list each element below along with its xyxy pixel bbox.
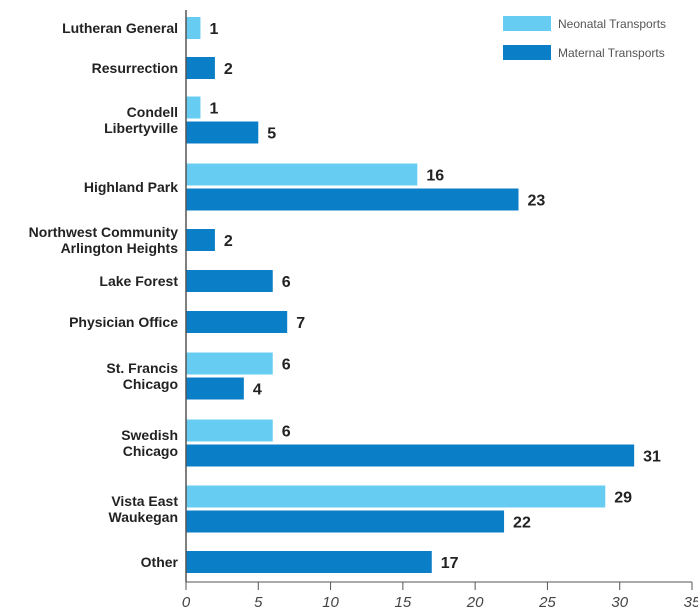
value-labels-group: 1 2 1 5 16 23 2 6 7 6 4 6 31 29 22 17	[209, 21, 661, 572]
category-label-5-0: Lake Forest	[99, 273, 178, 289]
x-tick-label-30: 30	[611, 594, 628, 610]
category-label-4-1: Arlington Heights	[61, 240, 179, 256]
category-label-4-0: Northwest Community	[29, 224, 179, 240]
value-label-maternal-6: 7	[296, 315, 305, 332]
value-label-neonatal-0: 1	[209, 21, 218, 38]
legend-label-neonatal: Neonatal Transports	[558, 17, 666, 31]
value-label-neonatal-7: 6	[282, 357, 291, 374]
category-label-8-1: Chicago	[123, 443, 178, 459]
x-tick-label-10: 10	[322, 594, 339, 610]
bar-maternal-7	[186, 377, 244, 400]
x-ticks-group: 0 5 10 15 20 25 30 35	[182, 582, 698, 610]
bar-neonatal-9	[186, 485, 606, 508]
bar-neonatal-2	[186, 96, 201, 119]
bar-maternal-6	[186, 311, 288, 333]
x-tick-label-0: 0	[182, 594, 191, 610]
category-labels-group: Lutheran General Resurrection CondellLiber…	[29, 20, 179, 570]
category-label-2-1: Libertyville	[104, 120, 178, 136]
x-tick-label-15: 15	[395, 594, 412, 610]
value-label-maternal-3: 23	[528, 193, 546, 210]
category-label-3-0: Highland Park	[84, 179, 178, 195]
value-label-maternal-2: 5	[267, 126, 276, 143]
value-label-maternal-7: 4	[253, 382, 262, 399]
value-label-neonatal-2: 1	[209, 101, 218, 118]
value-label-maternal-5: 6	[282, 274, 291, 291]
category-label-7-1: Chicago	[123, 376, 178, 392]
x-tick-label-20: 20	[466, 594, 484, 610]
bar-maternal-8	[186, 444, 635, 467]
value-label-neonatal-3: 16	[426, 168, 444, 185]
bar-maternal-3	[186, 188, 519, 211]
bar-maternal-9	[186, 510, 505, 533]
value-label-maternal-1: 2	[224, 61, 233, 78]
value-label-maternal-8: 31	[643, 449, 661, 466]
category-label-6-0: Physician Office	[69, 314, 178, 330]
category-label-7-0: St. Francis	[106, 360, 178, 376]
value-label-neonatal-8: 6	[282, 424, 291, 441]
legend-swatch-maternal	[503, 45, 551, 60]
category-label-1-0: Resurrection	[92, 60, 178, 76]
category-label-10-0: Other	[141, 554, 179, 570]
legend: Neonatal Transports Maternal Transports	[503, 16, 666, 60]
legend-swatch-neonatal	[503, 16, 551, 31]
bar-maternal-5	[186, 270, 273, 292]
value-label-maternal-10: 17	[441, 555, 459, 572]
bar-neonatal-3	[186, 163, 418, 186]
legend-label-maternal: Maternal Transports	[558, 46, 665, 60]
x-tick-label-35: 35	[684, 594, 698, 610]
bar-maternal-4	[186, 229, 215, 251]
category-label-2-0: Condell	[127, 104, 178, 120]
category-label-0-0: Lutheran General	[62, 20, 178, 36]
bar-maternal-2	[186, 121, 259, 144]
category-label-8-0: Swedish	[121, 427, 178, 443]
x-tick-label-5: 5	[254, 594, 263, 610]
bar-maternal-10	[186, 551, 432, 573]
category-label-9-1: Waukegan	[109, 509, 179, 525]
bars-group	[186, 17, 635, 573]
bar-maternal-1	[186, 57, 215, 79]
bar-neonatal-0	[186, 17, 201, 39]
bar-neonatal-7	[186, 352, 273, 375]
value-label-maternal-9: 22	[513, 515, 531, 532]
value-label-neonatal-9: 29	[614, 490, 632, 507]
value-label-maternal-4: 2	[224, 233, 233, 250]
x-tick-label-25: 25	[538, 594, 556, 610]
category-label-9-0: Vista East	[111, 493, 178, 509]
bar-neonatal-8	[186, 419, 273, 442]
